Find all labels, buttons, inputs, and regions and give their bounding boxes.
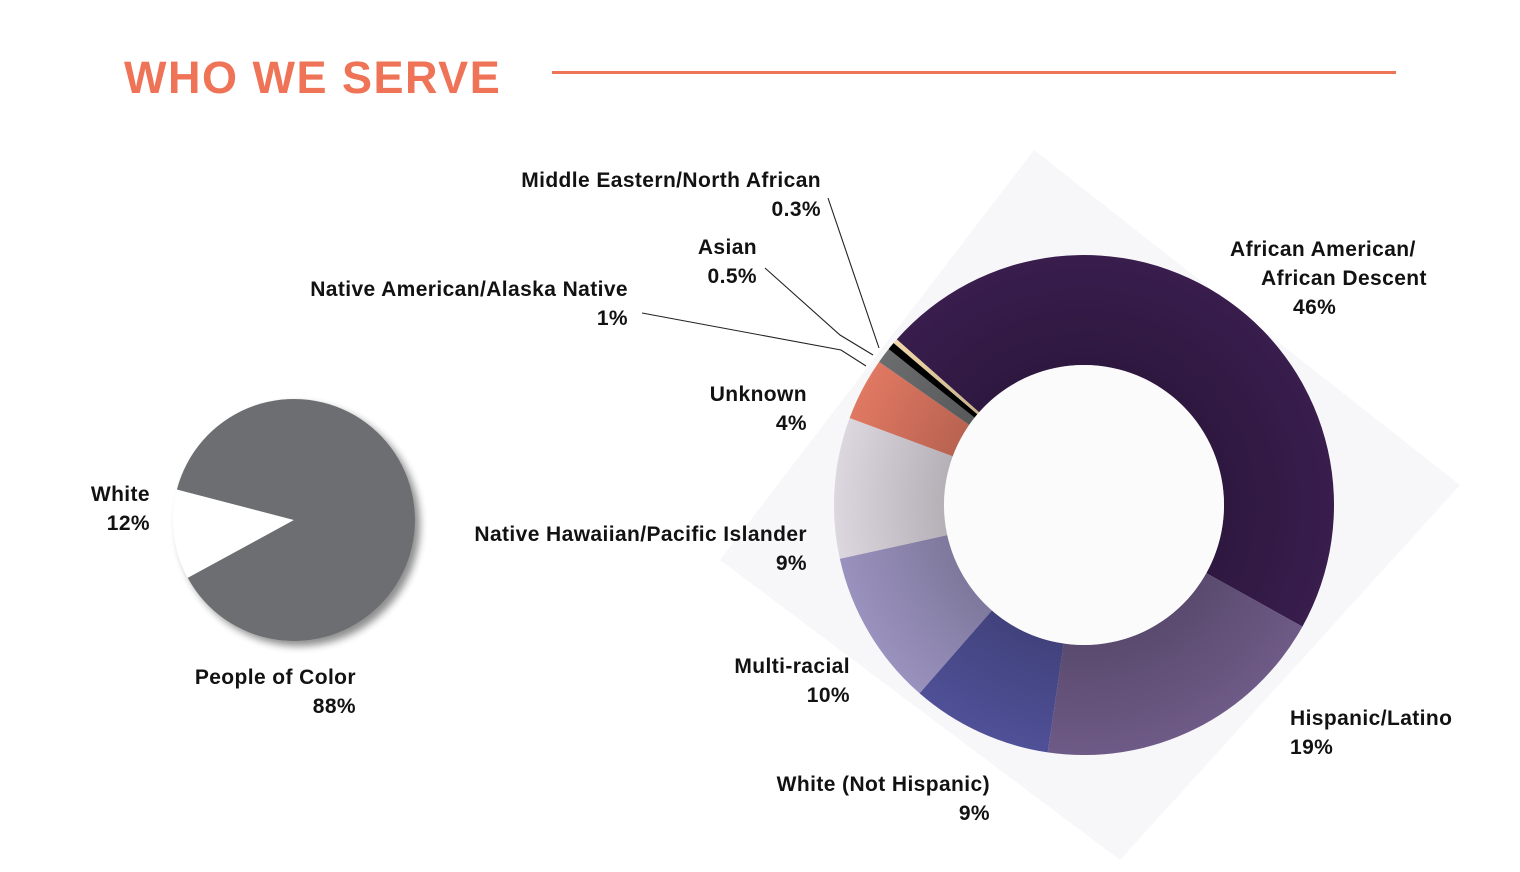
pie-slice-people-of-color: [176, 398, 416, 641]
label-native-hawaiian: Native Hawaiian/Pacific Islander 9%: [400, 520, 807, 578]
label-white: White 12%: [60, 480, 150, 538]
label-nhpi-value: 9%: [775, 552, 807, 575]
label-unknown-name: Unknown: [709, 383, 807, 406]
leader-line-native-american: [641, 312, 867, 367]
label-multi-racial: Multi-racial 10%: [650, 652, 850, 710]
label-mr-value: 10%: [806, 684, 850, 707]
label-mr-name: Multi-racial: [734, 655, 850, 678]
label-unknown: Unknown 4%: [650, 380, 807, 438]
label-aa-name1: African American/: [1230, 238, 1416, 261]
donut-hole: [944, 365, 1224, 645]
label-hl-name: Hispanic/Latino: [1290, 707, 1453, 730]
label-native-american: Native American/Alaska Native 1%: [220, 275, 628, 333]
label-white-name: White: [90, 483, 150, 506]
page-title: WHO WE SERVE: [124, 52, 502, 103]
label-asian: Asian 0.5%: [640, 233, 757, 291]
label-white-not-hispanic: White (Not Hispanic) 9%: [690, 770, 990, 828]
label-people-of-color: People of Color 88%: [150, 663, 356, 721]
label-wnh-name: White (Not Hispanic): [776, 773, 990, 796]
label-na-value: 1%: [596, 307, 628, 330]
label-hispanic-latino: Hispanic/Latino 19%: [1290, 704, 1452, 762]
label-asian-value: 0.5%: [707, 265, 757, 288]
label-hl-value: 19%: [1290, 736, 1334, 759]
label-nhpi-name: Native Hawaiian/Pacific Islander: [474, 523, 807, 546]
label-poc-value: 88%: [312, 695, 356, 718]
pie-slice-white: [173, 489, 294, 578]
label-na-name: Native American/Alaska Native: [310, 278, 628, 301]
label-aa-value: 46%: [1293, 296, 1337, 319]
label-middle-eastern: Middle Eastern/North African 0.3%: [420, 166, 821, 224]
label-unknown-value: 4%: [775, 412, 807, 435]
label-aa-name2: African Descent: [1261, 267, 1427, 290]
pie-chart-white-vs-poc: [173, 398, 416, 641]
label-poc-name: People of Color: [194, 666, 356, 689]
label-mena-value: 0.3%: [771, 198, 821, 221]
label-wnh-value: 9%: [958, 802, 990, 825]
leader-line-asian: [764, 267, 874, 356]
title-divider: [552, 71, 1396, 74]
label-african-american: African American/ African Descent 46%: [1230, 235, 1470, 322]
label-white-value: 12%: [106, 512, 150, 535]
label-mena-name: Middle Eastern/North African: [521, 169, 821, 192]
leader-line-mena: [827, 197, 880, 349]
label-asian-name: Asian: [697, 236, 757, 259]
